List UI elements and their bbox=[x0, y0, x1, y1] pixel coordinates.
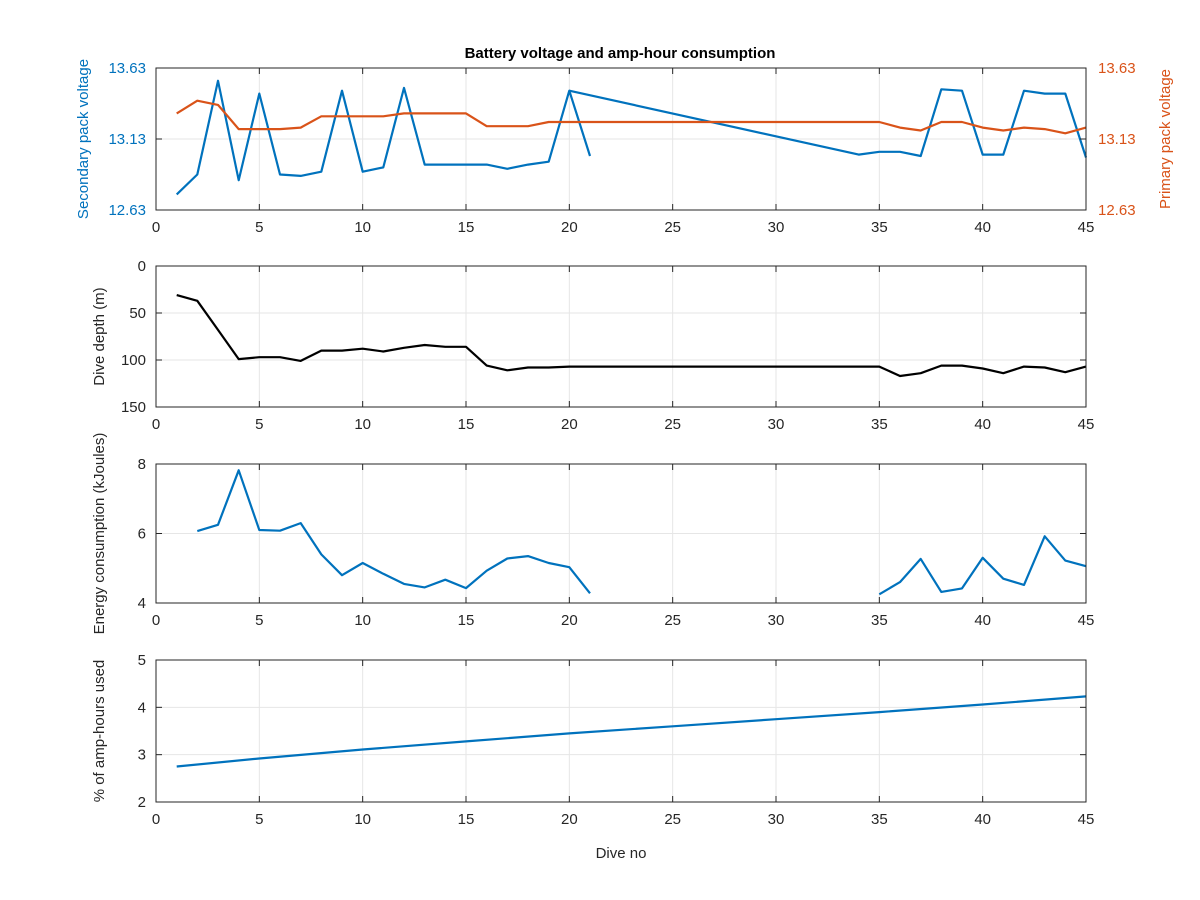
y-axis-label: Energy consumption (kJoules) bbox=[91, 433, 108, 635]
x-tick-label: 45 bbox=[1078, 219, 1095, 236]
y-axis-label: % of amp-hours used bbox=[91, 660, 108, 803]
y2-tick-label: 12.63 bbox=[1098, 202, 1136, 219]
x-tick-label: 10 bbox=[354, 219, 371, 236]
series-line-1 bbox=[176, 695, 1087, 768]
x-tick-label: 20 bbox=[561, 612, 578, 629]
series-line-3 bbox=[176, 99, 1087, 135]
x-tick-label: 5 bbox=[255, 811, 263, 828]
y2-axis-label: Primary pack voltage bbox=[1157, 69, 1174, 209]
x-axis-label: Dive no bbox=[596, 845, 647, 862]
x-tick-label: 5 bbox=[255, 416, 263, 433]
y-tick-label: 0 bbox=[138, 258, 146, 275]
x-tick-label: 20 bbox=[561, 219, 578, 236]
x-tick-label: 25 bbox=[664, 416, 681, 433]
panel-2: 0 5 10 15 20 25 30 35 40 45 0 50 100 150 Dive depth (m… bbox=[91, 258, 1094, 433]
x-tick-label: 15 bbox=[458, 416, 475, 433]
y-tick-label: 13.13 bbox=[108, 131, 146, 148]
x-tick-label: 0 bbox=[152, 219, 160, 236]
y-tick-label: 8 bbox=[138, 456, 146, 473]
x-tick-label: 5 bbox=[255, 219, 263, 236]
x-tick-label: 40 bbox=[974, 811, 991, 828]
axes-box bbox=[155, 659, 1087, 803]
x-tick-label: 10 bbox=[354, 416, 371, 433]
x-tick-label: 0 bbox=[152, 416, 160, 433]
y-tick-label: 12.63 bbox=[108, 202, 146, 219]
x-tick-label: 0 bbox=[152, 612, 160, 629]
series-line-2 bbox=[878, 535, 1087, 596]
y-tick-label: 50 bbox=[129, 305, 146, 322]
x-tick-label: 15 bbox=[458, 612, 475, 629]
x-tick-label: 25 bbox=[664, 811, 681, 828]
y-tick-label: 4 bbox=[138, 595, 146, 612]
y-tick-label: 150 bbox=[121, 399, 146, 416]
x-tick-label: 10 bbox=[354, 811, 371, 828]
y-axis-label: Secondary pack voltage bbox=[75, 59, 92, 219]
series-line-1 bbox=[176, 294, 1087, 378]
series-line-1 bbox=[175, 79, 592, 196]
x-tick-label: 45 bbox=[1078, 811, 1095, 828]
x-tick-label: 5 bbox=[255, 612, 263, 629]
x-tick-label: 45 bbox=[1078, 612, 1095, 629]
x-tick-label: 40 bbox=[974, 416, 991, 433]
x-tick-label: 35 bbox=[871, 219, 888, 236]
series-line-1 bbox=[196, 469, 591, 594]
x-tick-label: 35 bbox=[871, 612, 888, 629]
series-line-2 bbox=[569, 88, 1088, 158]
y-tick-label: 13.63 bbox=[108, 60, 146, 77]
y-tick-label: 100 bbox=[121, 352, 146, 369]
axes-box bbox=[155, 265, 1087, 408]
x-tick-label: 30 bbox=[768, 219, 785, 236]
x-tick-label: 20 bbox=[561, 811, 578, 828]
x-tick-label: 40 bbox=[974, 219, 991, 236]
x-tick-label: 35 bbox=[871, 811, 888, 828]
x-tick-label: 40 bbox=[974, 612, 991, 629]
x-tick-label: 25 bbox=[664, 219, 681, 236]
y-tick-label: 2 bbox=[138, 794, 146, 811]
x-tick-label: 30 bbox=[768, 416, 785, 433]
x-tick-label: 0 bbox=[152, 811, 160, 828]
x-tick-label: 15 bbox=[458, 219, 475, 236]
y2-tick-label: 13.63 bbox=[1098, 60, 1136, 77]
y-tick-label: 3 bbox=[138, 747, 146, 764]
y-tick-label: 6 bbox=[138, 526, 146, 543]
x-tick-label: 10 bbox=[354, 612, 371, 629]
x-tick-label: 20 bbox=[561, 416, 578, 433]
y-axis-label: Dive depth (m) bbox=[91, 287, 108, 385]
y-tick-label: 5 bbox=[138, 652, 146, 669]
x-tick-label: 25 bbox=[664, 612, 681, 629]
x-tick-label: 30 bbox=[768, 612, 785, 629]
panel-1: 0 5 10 15 20 25 30 35 40 4512.6313.1313.6312.6313… bbox=[75, 59, 1174, 236]
y2-tick-label: 13.13 bbox=[1098, 131, 1136, 148]
x-tick-label: 30 bbox=[768, 811, 785, 828]
panel-3: 0 5 10 15 20 25 30 35 40 45 4 6 8 Energy consumption … bbox=[91, 433, 1094, 635]
y-tick-label: 4 bbox=[138, 699, 146, 716]
figure-title: Battery voltage and amp-hour consumption bbox=[465, 45, 776, 62]
x-tick-label: 45 bbox=[1078, 416, 1095, 433]
x-tick-label: 35 bbox=[871, 416, 888, 433]
x-tick-label: 15 bbox=[458, 811, 475, 828]
